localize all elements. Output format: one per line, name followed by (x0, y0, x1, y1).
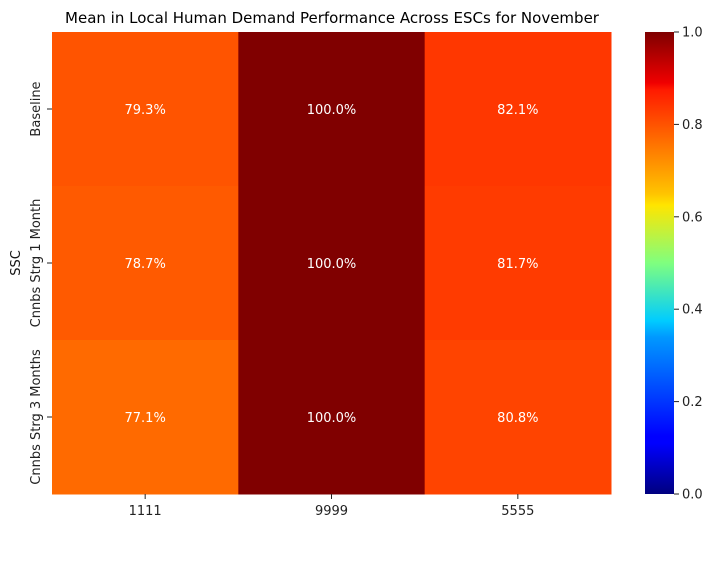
x-axis-ticks: 1111 9999 5555 (129, 494, 534, 519)
x-tick-label: 9999 (315, 504, 348, 519)
cell-label: 100.0% (307, 257, 357, 272)
heatmap-cell (238, 340, 426, 495)
heatmap-cell (424, 186, 612, 341)
colorbar-tick-label: 0.6 (682, 210, 703, 225)
x-tick-label: 5555 (501, 504, 534, 519)
chart-title: Mean in Local Human Demand Performance A… (65, 9, 600, 27)
colorbar-tick-label: 0.4 (682, 303, 703, 318)
y-tick-label: Cnnbs Strg 3 Months (29, 349, 44, 485)
heatmap-cell (238, 186, 426, 341)
colorbar-tick-label: 0.0 (682, 488, 703, 503)
cell-label: 100.0% (307, 103, 357, 118)
heatmap-cells: 79.3% 100.0% 82.1% 78.7% 100.0% 81.7% 77.1% 100… (52, 32, 612, 495)
heatmap-cell (52, 32, 239, 187)
heatmap-cell (424, 340, 612, 495)
cell-label: 100.0% (307, 411, 357, 426)
colorbar (645, 32, 674, 494)
y-axis-label: SSC (9, 250, 24, 276)
heatmap-cell (424, 32, 612, 187)
x-tick-label: 1111 (129, 504, 162, 519)
cell-label: 78.7% (125, 257, 166, 272)
colorbar-ticks: 0.0 0.2 0.4 0.6 0.8 1.0 (674, 26, 703, 503)
colorbar-tick-label: 0.2 (682, 395, 703, 410)
colorbar-tick-label: 0.8 (682, 118, 703, 133)
cell-label: 80.8% (497, 411, 538, 426)
y-tick-label: Baseline (29, 81, 44, 136)
cell-label: 82.1% (497, 103, 538, 118)
cell-label: 77.1% (125, 411, 166, 426)
y-tick-label: Cnnbs Strg 1 Month (29, 199, 44, 328)
heatmap-cell (238, 32, 426, 187)
cell-label: 79.3% (125, 103, 166, 118)
heatmap-cell (52, 340, 239, 495)
y-axis-ticks: Baseline Cnnbs Strg 1 Month Cnnbs Strg 3 M… (29, 81, 52, 485)
colorbar-tick-label: 1.0 (682, 26, 703, 41)
cell-label: 81.7% (497, 257, 538, 272)
heatmap-cell (52, 186, 239, 341)
